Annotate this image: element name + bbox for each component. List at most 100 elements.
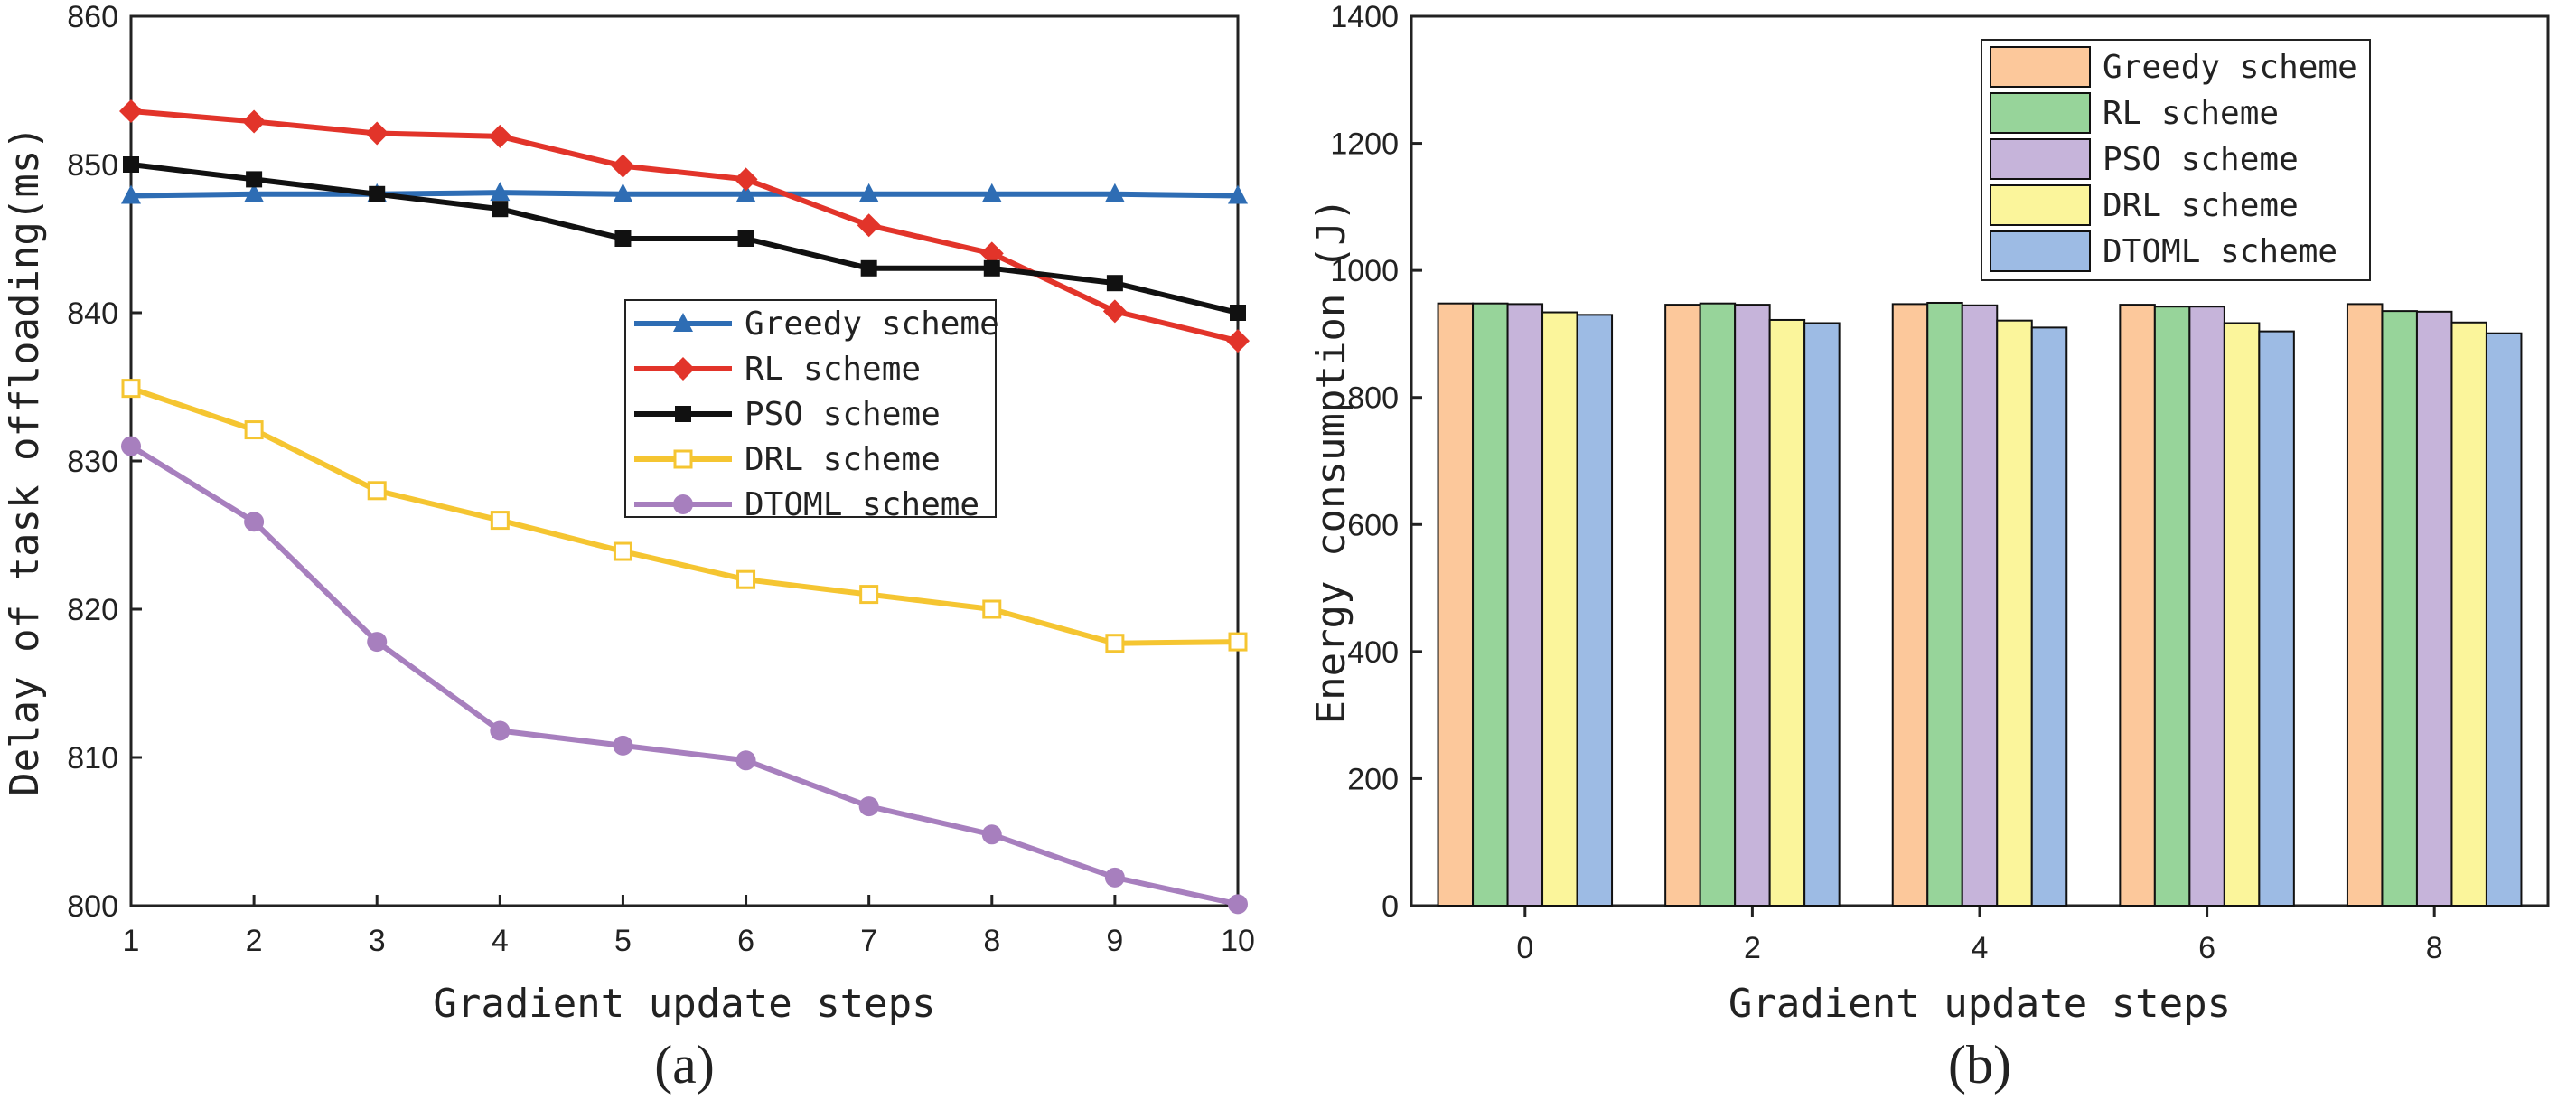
y-tick-label: 830 (67, 445, 118, 479)
bar-greedy-scheme-step-6 (2119, 304, 2156, 907)
legend-swatch (1990, 92, 2091, 134)
data-point (736, 569, 756, 589)
y-tick-label: 810 (67, 741, 118, 776)
bar-greedy-scheme-step-4 (1891, 303, 1929, 907)
data-point (857, 213, 881, 238)
y-tick-label: 0 (1382, 889, 1399, 924)
data-point (367, 632, 388, 653)
data-point (244, 183, 265, 202)
bar-drl-scheme-step-4 (1996, 319, 2033, 907)
legend-entry-pso-scheme: PSO scheme (2103, 141, 2299, 178)
chart-b-energy: 0 200 400 600 800 1000 1200 1400 0 2 4 6 8 Gradient u… (1308, 0, 2550, 1095)
legend-marker (675, 406, 691, 422)
bar-rl-scheme-step-0 (1472, 302, 1509, 907)
x-tick-label: 2 (1744, 931, 1761, 965)
series-line-drl-scheme (130, 385, 1239, 646)
legend-entry-greedy-scheme: Greedy scheme (745, 306, 999, 343)
x-tick-label: 9 (1106, 924, 1123, 958)
y-tick-label: 600 (1347, 508, 1399, 542)
bar-pso-scheme-step-2 (1734, 304, 1771, 907)
panel-label-a: (a) (654, 1035, 715, 1095)
data-point (367, 481, 387, 501)
data-point (1226, 329, 1250, 353)
data-point (981, 824, 1002, 845)
series-line-dtoml-scheme (129, 444, 1239, 907)
x-tick-label: 8 (2426, 931, 2443, 965)
bar-drl-scheme-step-2 (1768, 318, 1806, 907)
bar-rl-scheme-step-8 (2381, 310, 2418, 907)
y-tick-label: 800 (1347, 381, 1399, 416)
bar-drl-scheme-step-0 (1541, 311, 1578, 907)
bar-dtoml-scheme-step-2 (1803, 322, 1841, 907)
x-tick-label: 8 (983, 924, 1000, 958)
x-tick-label: 1 (123, 924, 140, 958)
y-tick-label: 840 (67, 296, 118, 331)
chart-a-delay: 800 810 820 830 840 850 860 1 2 3 4 5 6 7 8 9 10 Gradient… (2, 0, 1255, 1095)
data-point (119, 99, 143, 123)
data-point (737, 230, 754, 247)
data-point (983, 259, 1000, 277)
data-point (492, 201, 509, 218)
data-point (735, 183, 756, 202)
legend-swatch (1990, 230, 2091, 272)
legend-swatch (1990, 46, 2091, 88)
y-tick-label: 200 (1347, 762, 1399, 796)
data-point (1102, 299, 1127, 324)
legend-entry-greedy-scheme: Greedy scheme (2103, 49, 2357, 86)
data-point (611, 154, 635, 178)
data-point (613, 541, 632, 561)
y-tick-label: 820 (67, 593, 118, 627)
data-point (981, 183, 1002, 202)
data-point (123, 156, 139, 173)
legend-entry-dtoml-scheme: DTOML scheme (2103, 233, 2337, 270)
x-tick-label: 6 (2198, 931, 2215, 965)
bar-drl-scheme-step-8 (2450, 321, 2487, 907)
bar-pso-scheme-step-4 (1961, 304, 1999, 907)
legend-marker (671, 357, 695, 381)
data-point (1104, 867, 1125, 888)
data-point (490, 720, 511, 741)
x-tick-label: 4 (1972, 931, 1989, 965)
bar-dtoml-scheme-step-4 (2030, 326, 2068, 907)
series-line-greedy-scheme (130, 190, 1239, 199)
bar-rl-scheme-step-4 (1926, 301, 1963, 907)
bar-pso-scheme-step-0 (1506, 303, 1544, 907)
data-point (244, 420, 264, 440)
data-point (488, 124, 512, 148)
y-tick-label: 800 (67, 889, 118, 924)
panel-label-b: (b) (1948, 1035, 2011, 1095)
data-point (982, 599, 1002, 619)
bar-greedy-scheme-step-8 (2346, 303, 2384, 907)
data-point (1104, 183, 1125, 202)
data-point (121, 379, 141, 399)
data-point (365, 121, 389, 146)
data-point (1228, 632, 1248, 652)
data-point (246, 171, 263, 188)
bar-pso-scheme-step-8 (2415, 310, 2453, 907)
data-point (734, 167, 758, 192)
data-point (1106, 275, 1123, 292)
legend-entry-rl-scheme: RL scheme (745, 351, 921, 388)
x-tick-label: 5 (614, 924, 632, 958)
data-point (490, 511, 510, 531)
legend-swatch (1990, 184, 2091, 226)
y-tick-label: 850 (67, 148, 118, 183)
bar-drl-scheme-step-6 (2223, 322, 2261, 907)
bar-dtoml-scheme-step-8 (2485, 332, 2523, 907)
data-point (859, 585, 879, 605)
x-tick-label: 7 (860, 924, 877, 958)
data-point (490, 182, 511, 202)
bar-rl-scheme-step-2 (1699, 302, 1737, 907)
legend-marker (673, 449, 693, 469)
series-line-pso-scheme (130, 162, 1239, 315)
data-point (1228, 894, 1248, 915)
bar-greedy-scheme-step-0 (1437, 302, 1475, 907)
data-point (244, 512, 265, 532)
data-point (242, 109, 267, 134)
y-tick-label: 860 (67, 0, 118, 34)
data-point (369, 185, 386, 202)
legend-entry-rl-scheme: RL scheme (2103, 95, 2279, 132)
data-point (735, 750, 756, 771)
series-line-rl-scheme (130, 108, 1239, 344)
